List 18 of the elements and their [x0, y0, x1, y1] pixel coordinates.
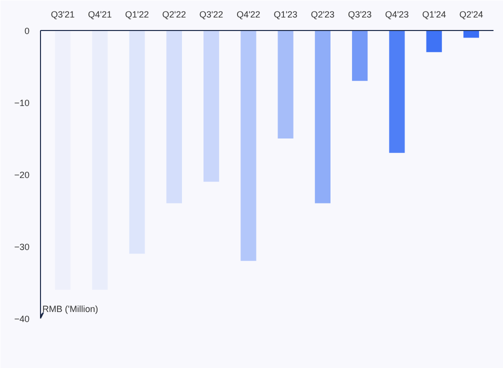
x-tick-label: Q1'24: [422, 10, 446, 20]
y-tick-label: −30: [14, 242, 30, 252]
x-tick-label: Q2'22: [162, 10, 186, 20]
x-tick-label: Q4'23: [385, 10, 409, 20]
y-axis-title: RMB ('Million): [42, 304, 98, 314]
x-tick-label: Q2'24: [459, 10, 484, 20]
y-tick-label: −10: [14, 98, 30, 108]
y-tick-label: −40: [14, 314, 30, 324]
x-tick-label: Q4'21: [88, 10, 112, 20]
x-tick-label: Q1'22: [125, 10, 149, 20]
x-tick-label: Q4'22: [236, 10, 260, 20]
y-tick-label: −20: [14, 170, 30, 180]
x-tick-label: Q3'21: [50, 10, 75, 20]
x-tick-label: Q1'23: [274, 10, 298, 20]
x-tick-label: Q3'22: [199, 10, 224, 20]
y-tick-label: 0: [24, 26, 30, 36]
x-tick-label: Q3'23: [348, 10, 372, 20]
x-tick-label: Q2'23: [310, 10, 335, 20]
